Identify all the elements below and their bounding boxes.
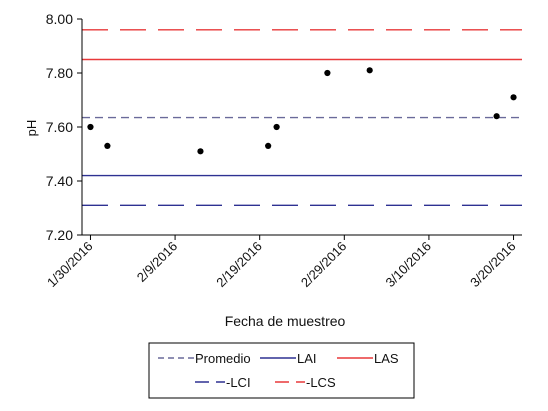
data-point-1 [87, 123, 94, 131]
data-point-5 [273, 123, 280, 131]
y-axis-ticks: 7.20 7.40 7.60 7.80 8.00 [46, 11, 82, 243]
data-point-9 [510, 94, 517, 101]
legend-label-lai: LAI [297, 351, 317, 366]
x-axis-title: Fecha de muestreo [225, 313, 346, 329]
legend-label-promedio: Promedio [195, 351, 251, 366]
x-tick-label: 2/29/2016 [298, 239, 350, 291]
y-tick-label: 7.40 [46, 173, 73, 189]
y-axis-title: pH [24, 120, 39, 137]
data-point-4 [265, 142, 272, 149]
axes [81, 19, 522, 236]
data-points [87, 67, 517, 155]
x-tick-label: 2/19/2016 [213, 239, 265, 291]
x-tick-label: 3/20/2016 [467, 239, 519, 291]
legend: Promedio LAI LAS -LCI -LCS [148, 342, 415, 399]
x-tick-label: 3/10/2016 [383, 239, 435, 291]
data-point-6 [324, 69, 331, 77]
y-tick-label: 8.00 [46, 11, 73, 27]
legend-box [148, 342, 415, 399]
y-tick-label: 7.20 [46, 227, 73, 243]
reference-lines [82, 29, 522, 207]
data-point-3 [197, 148, 204, 155]
data-point-7 [366, 67, 373, 74]
x-tick-label: 1/30/2016 [44, 239, 96, 291]
x-axis-ticks: 1/30/2016 2/9/2016 2/19/2016 2/29/2016 3/10/… [44, 235, 519, 290]
data-point-2 [104, 142, 111, 149]
legend-label-lci: -LCI [226, 375, 251, 390]
y-tick-label: 7.60 [46, 119, 73, 135]
x-tick-label: 2/9/2016 [134, 239, 180, 285]
legend-label-lcs: -LCS [306, 375, 336, 390]
y-tick-label: 7.80 [46, 65, 73, 81]
legend-label-las: LAS [374, 351, 399, 366]
data-point-8 [493, 113, 500, 120]
